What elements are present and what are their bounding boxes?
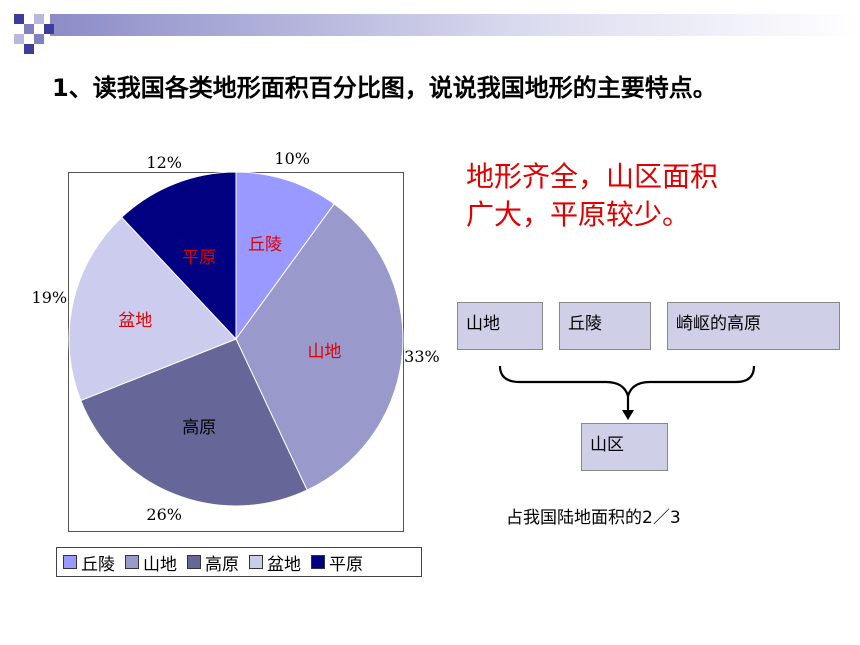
legend-item: 山地: [125, 550, 177, 575]
box-mountain-region: 山区: [581, 423, 668, 471]
header-gradient-bar: [50, 14, 860, 36]
pie-slice-2: [235, 203, 404, 491]
pie-slice-label: 山地: [307, 341, 342, 362]
pie-percent-label: 26%: [146, 504, 182, 524]
box-hills: 丘陵: [559, 302, 651, 350]
answer-line-1: 地形齐全，山区面积: [466, 160, 719, 193]
legend-item: 盆地: [249, 550, 301, 575]
pie-slice-4: [68, 216, 237, 402]
pie-slice-label: 平原: [182, 247, 217, 268]
pie-slice-label: 丘陵: [247, 234, 282, 255]
legend-swatch: [125, 555, 139, 569]
legend-label: 山地: [143, 554, 177, 575]
decor-square: [34, 34, 44, 44]
legend-label: 平原: [329, 554, 363, 575]
pie-slice-5: [120, 171, 237, 341]
decor-square: [24, 24, 34, 34]
legend-swatch: [63, 555, 77, 569]
box-mountain: 山地: [457, 302, 543, 350]
pie-percent-label: 10%: [274, 149, 310, 169]
legend-label: 丘陵: [81, 554, 115, 575]
decor-square: [44, 24, 54, 34]
pie-slice-3: [80, 338, 308, 507]
pie-percent-label: 12%: [146, 153, 182, 173]
legend-swatch: [187, 555, 201, 569]
legend-item: 平原: [311, 550, 363, 575]
decor-square: [24, 44, 34, 54]
box-rugged-plateau: 崎岖的高原: [667, 302, 840, 350]
pie-slice-1: [235, 171, 335, 341]
area-note: 占我国陆地面积的2／3: [506, 508, 681, 528]
legend-label: 盆地: [267, 554, 301, 575]
page-title: 1、读我国各类地形面积百分比图，说说我国地形的主要特点。: [52, 74, 717, 102]
decor-square: [14, 14, 24, 24]
decor-square: [14, 34, 24, 44]
legend-swatch: [249, 555, 263, 569]
pie-slice-label: 盆地: [118, 311, 153, 332]
answer-text: 地形齐全，山区面积 广大，平原较少。: [466, 158, 796, 234]
decor-square: [34, 14, 44, 24]
chart-legend: 丘陵 山地 高原 盆地 平原: [56, 547, 422, 577]
legend-label: 高原: [205, 554, 239, 575]
legend-item: 丘陵: [63, 550, 115, 575]
legend-swatch: [311, 555, 325, 569]
pie-percent-label: 19%: [31, 287, 68, 307]
pie-slice-label: 高原: [182, 418, 217, 439]
pie-percent-label: 33%: [404, 346, 440, 366]
legend-item: 高原: [187, 550, 239, 575]
answer-line-2: 广大，平原较少。: [466, 198, 691, 231]
